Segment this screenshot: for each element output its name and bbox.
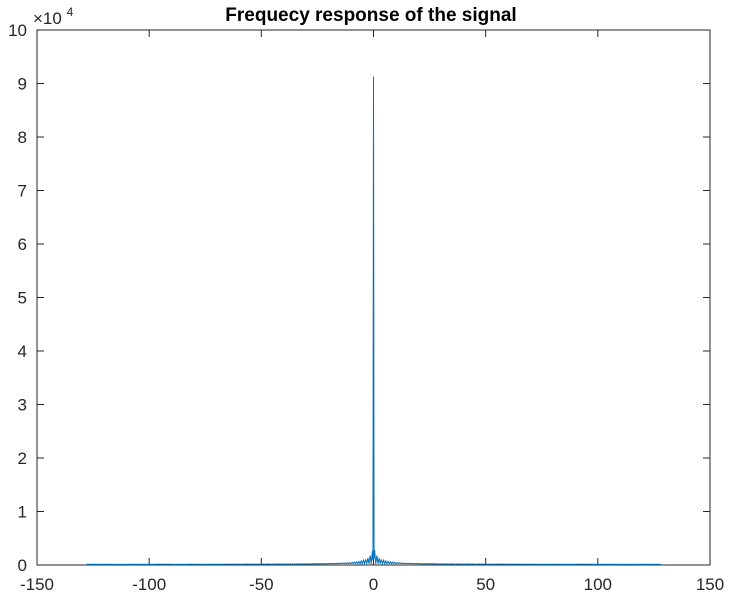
y-tick-label: 1 xyxy=(18,503,27,522)
y-tick-label: 7 xyxy=(18,182,27,201)
y-tick-label: 2 xyxy=(18,449,27,468)
y-tick-label: 6 xyxy=(18,235,27,254)
y-tick-label: 0 xyxy=(18,556,27,575)
y-tick-label: 10 xyxy=(8,21,27,40)
x-axis-tick-labels: -150 -100 -50 0 50 100 150 xyxy=(20,575,724,594)
x-tick-label: 50 xyxy=(476,575,495,594)
y-tick-label: 5 xyxy=(18,289,27,308)
y-tick-label: 8 xyxy=(18,128,27,147)
y-axis-ticks xyxy=(37,29,710,566)
x-tick-label: -100 xyxy=(132,575,166,594)
y-tick-label: 3 xyxy=(18,396,27,415)
y-exponent-base: ×10 xyxy=(33,9,62,28)
chart-title: Frequecy response of the signal xyxy=(225,5,516,26)
y-tick-label: 4 xyxy=(18,342,27,361)
x-tick-label: 100 xyxy=(584,575,612,594)
frequency-response-line xyxy=(86,76,661,566)
x-tick-label: 0 xyxy=(369,575,378,594)
y-axis-exponent-label: ×10 4 xyxy=(33,5,74,28)
x-tick-label: 150 xyxy=(696,575,724,594)
x-tick-label: -150 xyxy=(20,575,54,594)
y-axis-tick-labels: 0 1 2 3 4 5 6 7 8 9 10 xyxy=(8,21,27,575)
x-tick-label: -50 xyxy=(249,575,274,594)
y-exponent-power: 4 xyxy=(67,5,74,19)
y-tick-label: 9 xyxy=(18,75,27,94)
